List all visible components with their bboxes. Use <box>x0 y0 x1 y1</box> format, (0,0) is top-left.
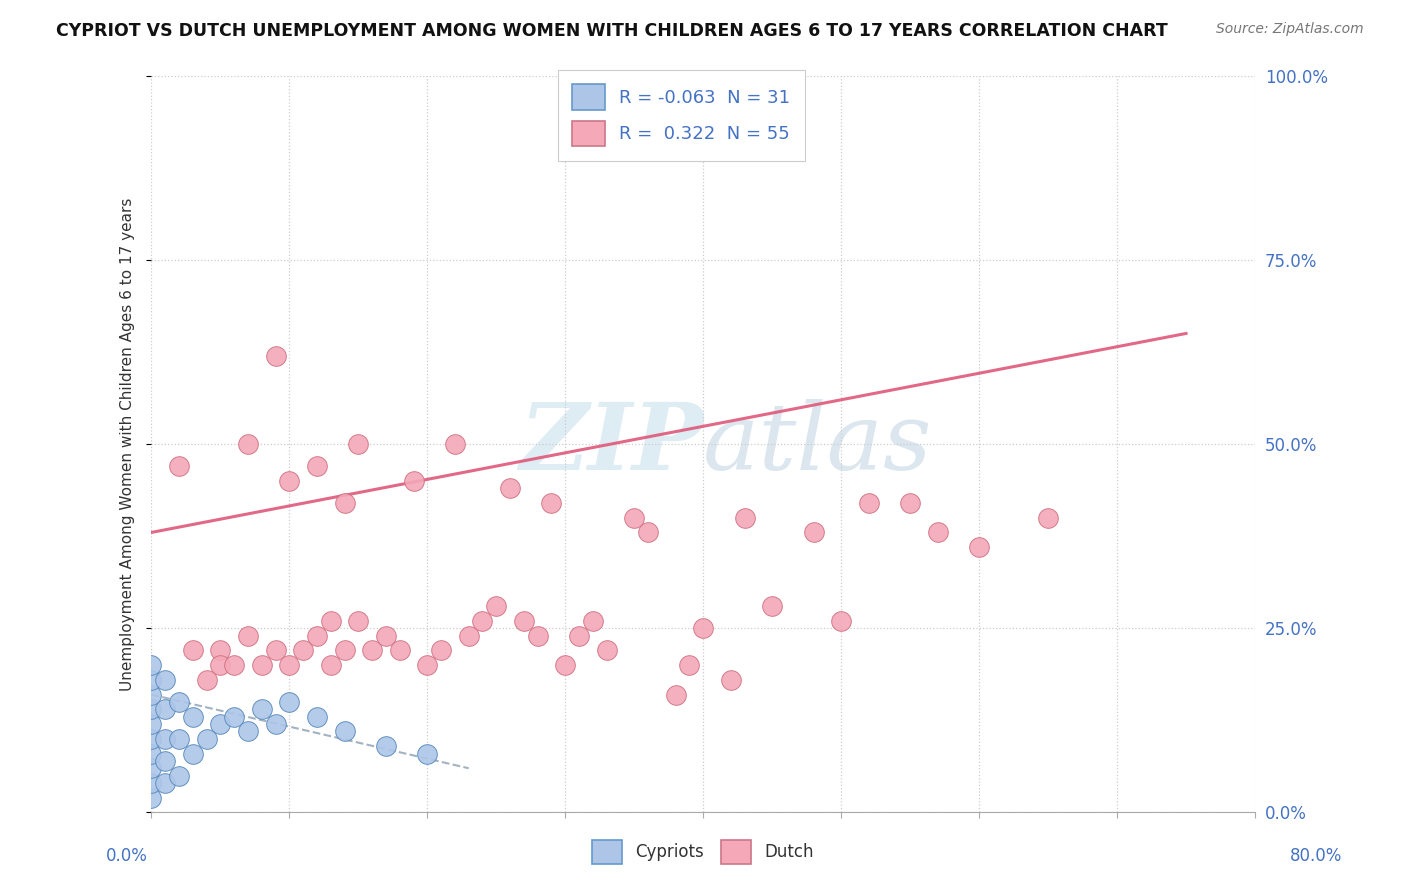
Point <box>333 724 356 739</box>
Point <box>195 731 218 746</box>
Point <box>292 643 315 657</box>
Point <box>568 629 591 643</box>
Point <box>155 731 177 746</box>
Point <box>209 658 232 673</box>
Point <box>1036 510 1059 524</box>
Point <box>155 776 177 790</box>
Point <box>236 724 259 739</box>
Point <box>333 643 356 657</box>
Text: atlas: atlas <box>703 399 932 489</box>
Text: Source: ZipAtlas.com: Source: ZipAtlas.com <box>1216 22 1364 37</box>
Point <box>333 496 356 510</box>
Point <box>250 702 273 716</box>
Point <box>141 731 163 746</box>
Point <box>305 459 328 474</box>
Point <box>141 776 163 790</box>
Point <box>278 474 301 488</box>
Point <box>305 709 328 723</box>
Point <box>967 540 990 554</box>
Point <box>264 643 287 657</box>
Legend: Cypriots, Dutch: Cypriots, Dutch <box>585 833 821 871</box>
Point <box>623 510 645 524</box>
Legend: R = -0.063  N = 31, R =  0.322  N = 55: R = -0.063 N = 31, R = 0.322 N = 55 <box>558 70 804 161</box>
Point <box>224 658 246 673</box>
Point <box>361 643 384 657</box>
Point <box>582 614 605 628</box>
Point <box>224 709 246 723</box>
Point <box>540 496 562 510</box>
Point <box>526 629 548 643</box>
Text: ZIP: ZIP <box>519 399 703 489</box>
Point <box>167 459 190 474</box>
Point <box>554 658 576 673</box>
Point <box>374 739 396 753</box>
Point <box>209 643 232 657</box>
Point <box>637 525 659 540</box>
Point <box>167 695 190 709</box>
Text: 80.0%: 80.0% <box>1291 847 1343 864</box>
Point <box>858 496 880 510</box>
Point <box>485 599 508 614</box>
Point <box>416 658 439 673</box>
Point <box>141 673 163 687</box>
Point <box>347 437 370 451</box>
Point <box>278 695 301 709</box>
Point <box>678 658 700 673</box>
Point <box>141 702 163 716</box>
Point <box>720 673 742 687</box>
Point <box>305 629 328 643</box>
Point <box>167 731 190 746</box>
Point <box>141 761 163 775</box>
Point <box>155 673 177 687</box>
Point <box>141 688 163 702</box>
Point <box>499 481 522 495</box>
Point <box>167 769 190 783</box>
Point <box>471 614 494 628</box>
Point <box>155 754 177 768</box>
Point <box>927 525 949 540</box>
Point <box>347 614 370 628</box>
Point <box>141 747 163 761</box>
Point <box>402 474 425 488</box>
Text: CYPRIOT VS DUTCH UNEMPLOYMENT AMONG WOMEN WITH CHILDREN AGES 6 TO 17 YEARS CORRE: CYPRIOT VS DUTCH UNEMPLOYMENT AMONG WOME… <box>56 22 1168 40</box>
Point <box>513 614 536 628</box>
Point <box>155 702 177 716</box>
Point <box>181 643 204 657</box>
Text: 0.0%: 0.0% <box>105 847 148 864</box>
Point <box>457 629 479 643</box>
Point <box>803 525 825 540</box>
Point <box>430 643 453 657</box>
Point <box>898 496 921 510</box>
Point <box>141 658 163 673</box>
Point <box>264 717 287 731</box>
Point <box>388 643 411 657</box>
Point <box>195 673 218 687</box>
Point <box>374 629 396 643</box>
Point <box>181 709 204 723</box>
Point <box>236 629 259 643</box>
Point <box>209 717 232 731</box>
Point <box>692 621 714 635</box>
Point <box>734 510 756 524</box>
Point <box>595 643 617 657</box>
Point <box>665 688 688 702</box>
Point <box>264 349 287 363</box>
Point <box>141 717 163 731</box>
Point <box>278 658 301 673</box>
Point <box>444 437 467 451</box>
Y-axis label: Unemployment Among Women with Children Ages 6 to 17 years: Unemployment Among Women with Children A… <box>121 197 135 690</box>
Point <box>181 747 204 761</box>
Point <box>250 658 273 673</box>
Point <box>416 747 439 761</box>
Point <box>319 658 342 673</box>
Point <box>236 437 259 451</box>
Point <box>761 599 783 614</box>
Point <box>830 614 852 628</box>
Point <box>319 614 342 628</box>
Point <box>141 790 163 805</box>
